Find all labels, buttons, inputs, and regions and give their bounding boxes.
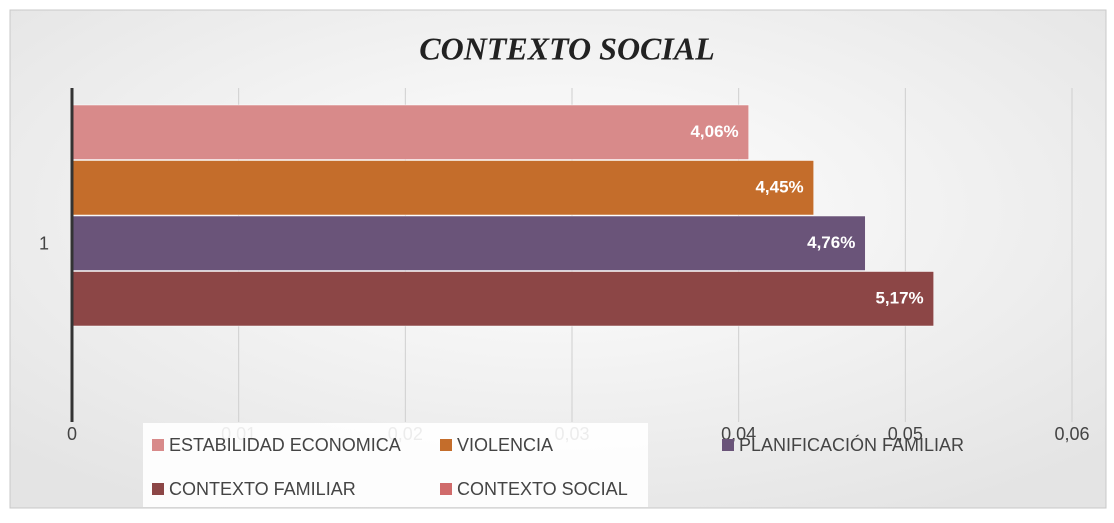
legend-swatch xyxy=(152,439,164,451)
legend-label: VIOLENCIA xyxy=(457,435,553,455)
data-label: 4,06% xyxy=(690,122,738,141)
legend-label: PLANIFICACIÓN FAMILIAR xyxy=(739,434,964,455)
x-tick-label: 0,06 xyxy=(1054,424,1089,444)
bar xyxy=(71,160,814,216)
legend-label: CONTEXTO FAMILIAR xyxy=(169,479,356,499)
legend-label: ESTABILIDAD ECONOMICA xyxy=(169,435,401,455)
bar xyxy=(71,271,934,327)
legend-box xyxy=(143,423,648,507)
legend-swatch xyxy=(152,483,164,495)
legend-label: CONTEXTO SOCIAL xyxy=(457,479,628,499)
y-tick-label: 1 xyxy=(39,234,49,254)
legend-swatch xyxy=(440,483,452,495)
data-label: 4,76% xyxy=(807,233,855,252)
legend-swatch xyxy=(722,439,734,451)
data-label: 5,17% xyxy=(875,289,923,308)
x-tick-label: 0,05 xyxy=(888,424,923,444)
x-tick-label: 0 xyxy=(67,424,77,444)
legend-swatch xyxy=(440,439,452,451)
bar xyxy=(71,215,866,271)
data-label: 4,45% xyxy=(755,178,803,197)
chart-title: CONTEXTO SOCIAL xyxy=(419,30,714,66)
x-tick-label: 0,04 xyxy=(721,424,756,444)
bar xyxy=(71,104,749,160)
